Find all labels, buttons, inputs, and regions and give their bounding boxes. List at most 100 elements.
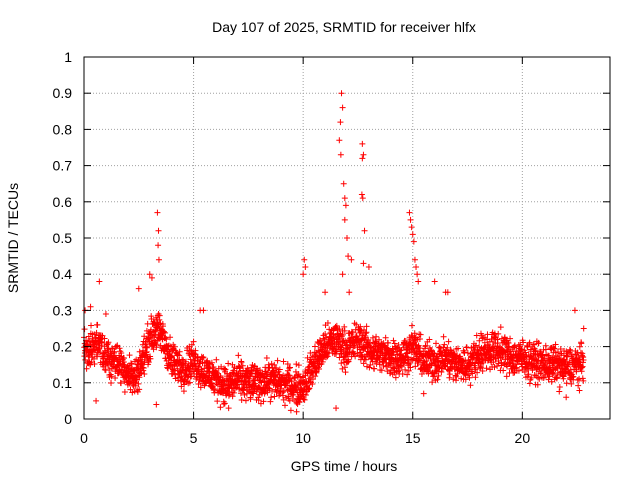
data-point [260,398,267,405]
data-point [271,393,278,400]
y-tick-label: 0.5 [53,230,73,246]
data-point [415,343,422,350]
data-point [527,346,534,353]
data-point [536,375,543,382]
data-point [420,390,427,397]
data-point [422,342,429,349]
data-point [106,367,113,374]
data-point [408,322,415,329]
axis-ticks [83,56,610,420]
data-point [510,370,517,377]
data-point [348,256,355,263]
data-point [186,379,193,386]
data-point [155,256,162,263]
data-point [580,377,587,384]
data-point [407,364,414,371]
data-point [88,322,95,329]
data-point [236,377,243,384]
data-point [301,396,308,403]
data-point [341,195,348,202]
data-point [311,343,318,350]
data-point [344,235,350,241]
data-point [208,359,215,366]
data-point [341,327,348,334]
data-point [507,335,514,342]
data-point [87,303,94,310]
data-point [132,382,139,389]
data-point [469,370,476,377]
data-point [150,320,157,327]
data-point [578,364,585,371]
data-point [280,388,287,395]
data-point [116,345,123,352]
data-point [113,343,120,350]
data-point [286,364,293,371]
data-point [353,321,360,328]
data-point [193,367,200,374]
data-point [534,381,541,388]
y-tick-label: 0.8 [53,121,73,137]
data-point [552,341,559,348]
data-point [135,357,142,364]
data-point [339,104,346,111]
data-point [531,372,538,379]
data-point [247,396,254,403]
y-tick-label: 0.7 [53,158,73,174]
x-tick-label: 15 [405,430,421,446]
data-point [440,333,447,340]
data-point [180,357,187,364]
data-point [213,356,220,363]
data-point [549,344,556,351]
data-point [522,349,529,356]
data-point [295,362,302,369]
data-point [163,336,170,343]
data-point [200,354,207,361]
data-point [280,358,287,365]
data-point [264,373,271,380]
data-point [195,381,202,388]
data-point [108,373,115,380]
data-point [305,386,312,393]
data-point [336,137,343,144]
data-point [124,363,131,370]
data-point [251,377,258,384]
data-point [147,355,154,362]
data-point [199,354,206,361]
data-point [361,356,368,363]
data-point [446,374,453,381]
data-point [154,209,161,216]
data-point [399,371,406,378]
data-point [197,384,204,391]
data-point [528,374,535,381]
data-points [81,90,587,415]
data-point [217,404,224,411]
data-point [225,392,232,399]
data-point [136,348,143,355]
data-point [140,365,147,372]
data-point [324,353,331,360]
data-point [235,352,242,359]
data-point [101,335,108,342]
data-point [168,352,175,359]
y-tick-label: 0.3 [53,302,73,318]
data-point [412,363,419,370]
data-point [255,397,262,404]
data-point [269,388,276,395]
data-point [361,227,368,234]
data-point [341,354,348,361]
data-point [434,376,441,383]
data-point [145,335,152,342]
data-point [404,371,411,378]
data-point [155,227,162,234]
data-point [341,364,348,371]
data-point [405,367,412,374]
data-point [576,387,583,394]
data-point [195,363,202,370]
data-point [230,389,237,396]
x-tick-label: 5 [190,430,198,446]
data-point [306,385,313,392]
data-point [322,289,329,296]
x-axis-label: GPS time / hours [291,458,398,474]
data-point [360,151,367,158]
data-point [491,364,498,371]
